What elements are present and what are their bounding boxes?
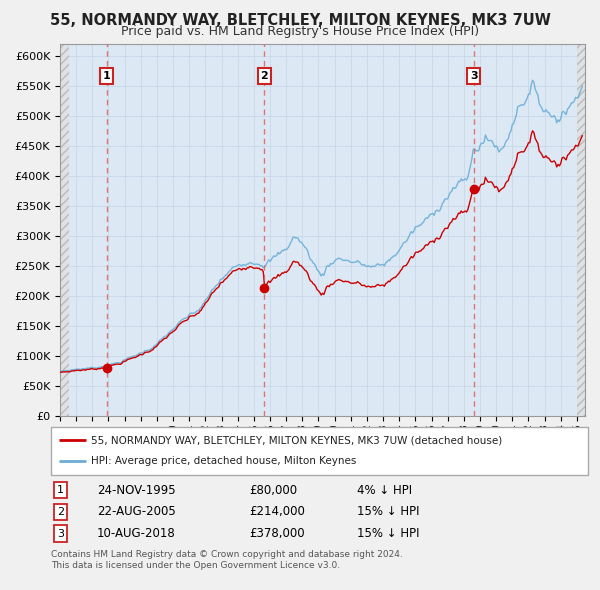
Text: 22-AUG-2005: 22-AUG-2005 <box>97 505 175 519</box>
Text: HPI: Average price, detached house, Milton Keynes: HPI: Average price, detached house, Milt… <box>91 457 356 467</box>
Text: 55, NORMANDY WAY, BLETCHLEY, MILTON KEYNES, MK3 7UW: 55, NORMANDY WAY, BLETCHLEY, MILTON KEYN… <box>50 13 550 28</box>
Text: 2: 2 <box>260 71 268 81</box>
FancyBboxPatch shape <box>51 427 588 475</box>
Text: 15% ↓ HPI: 15% ↓ HPI <box>357 527 419 540</box>
Text: 55, NORMANDY WAY, BLETCHLEY, MILTON KEYNES, MK3 7UW (detached house): 55, NORMANDY WAY, BLETCHLEY, MILTON KEYN… <box>91 435 503 445</box>
Text: 1: 1 <box>57 485 64 495</box>
Text: 4% ↓ HPI: 4% ↓ HPI <box>357 484 412 497</box>
Text: 1: 1 <box>103 71 111 81</box>
Text: £378,000: £378,000 <box>250 527 305 540</box>
Text: £80,000: £80,000 <box>250 484 298 497</box>
Text: 2: 2 <box>57 507 64 517</box>
Text: 3: 3 <box>470 71 478 81</box>
Text: This data is licensed under the Open Government Licence v3.0.: This data is licensed under the Open Gov… <box>51 560 340 569</box>
Text: 10-AUG-2018: 10-AUG-2018 <box>97 527 175 540</box>
Text: 15% ↓ HPI: 15% ↓ HPI <box>357 505 419 519</box>
Text: 24-NOV-1995: 24-NOV-1995 <box>97 484 175 497</box>
Text: £214,000: £214,000 <box>250 505 305 519</box>
Text: 3: 3 <box>57 529 64 539</box>
Text: Price paid vs. HM Land Registry's House Price Index (HPI): Price paid vs. HM Land Registry's House … <box>121 25 479 38</box>
Text: Contains HM Land Registry data © Crown copyright and database right 2024.: Contains HM Land Registry data © Crown c… <box>51 550 403 559</box>
